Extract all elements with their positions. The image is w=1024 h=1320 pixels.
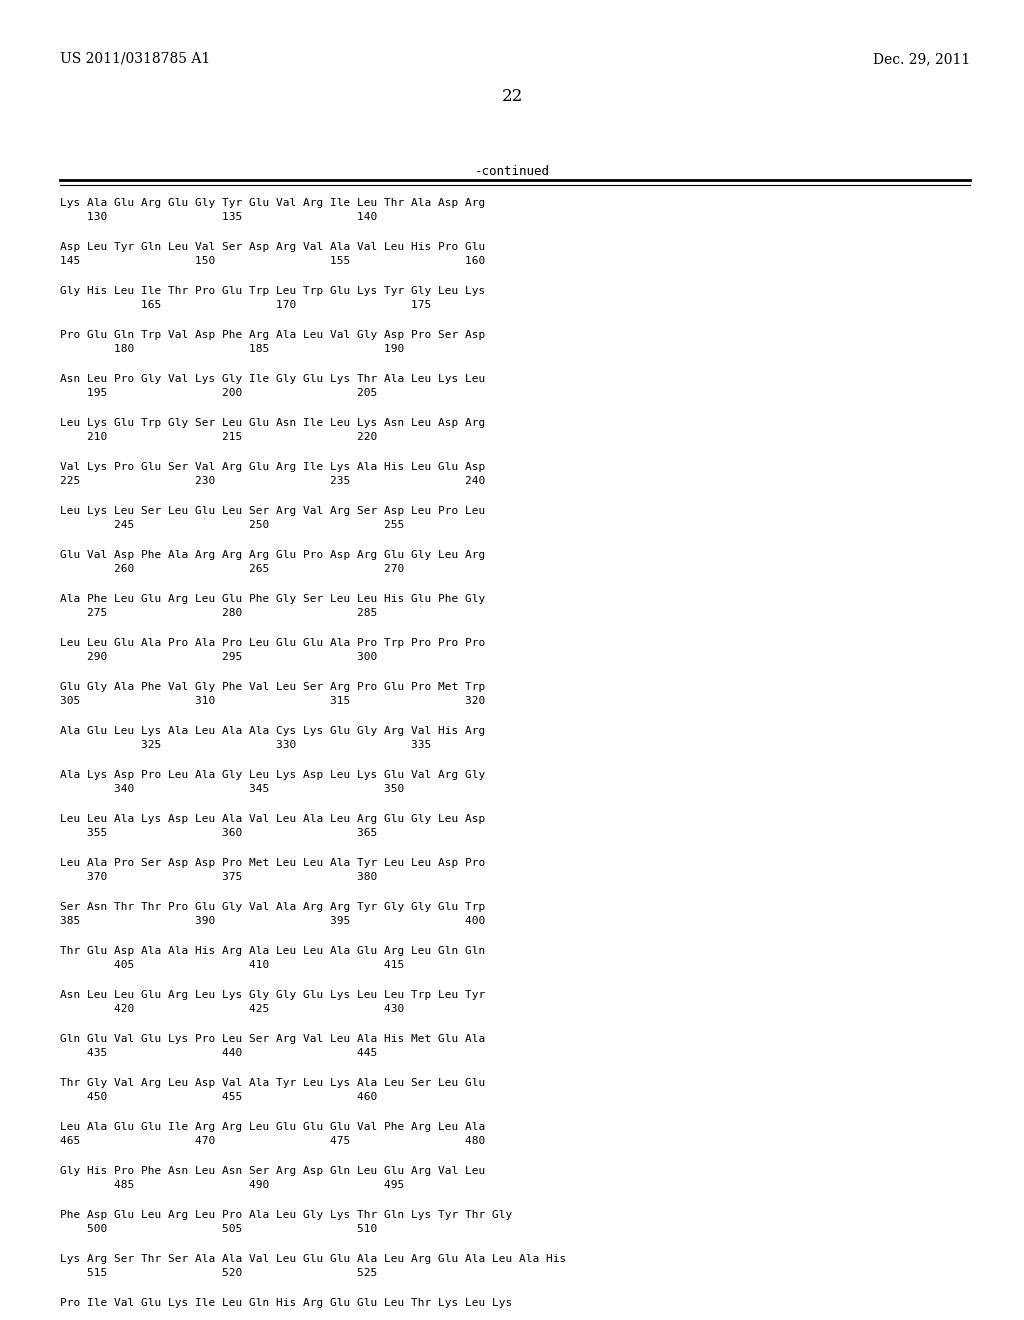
Text: 485                 490                 495: 485 490 495 [60, 1180, 404, 1191]
Text: 385                 390                 395                 400: 385 390 395 400 [60, 916, 485, 927]
Text: Leu Leu Glu Ala Pro Ala Pro Leu Glu Glu Ala Pro Trp Pro Pro Pro: Leu Leu Glu Ala Pro Ala Pro Leu Glu Glu … [60, 638, 485, 648]
Text: 145                 150                 155                 160: 145 150 155 160 [60, 256, 485, 267]
Text: 340                 345                 350: 340 345 350 [60, 784, 404, 795]
Text: 225                 230                 235                 240: 225 230 235 240 [60, 477, 485, 486]
Text: 290                 295                 300: 290 295 300 [60, 652, 377, 663]
Text: Asn Leu Pro Gly Val Lys Gly Ile Gly Glu Lys Thr Ala Leu Lys Leu: Asn Leu Pro Gly Val Lys Gly Ile Gly Glu … [60, 374, 485, 384]
Text: 405                 410                 415: 405 410 415 [60, 960, 404, 970]
Text: 355                 360                 365: 355 360 365 [60, 828, 377, 838]
Text: Phe Asp Glu Leu Arg Leu Pro Ala Leu Gly Lys Thr Gln Lys Tyr Thr Gly: Phe Asp Glu Leu Arg Leu Pro Ala Leu Gly … [60, 1210, 512, 1220]
Text: Lys Ala Glu Arg Glu Gly Tyr Glu Val Arg Ile Leu Thr Ala Asp Arg: Lys Ala Glu Arg Glu Gly Tyr Glu Val Arg … [60, 198, 485, 209]
Text: 325                 330                 335: 325 330 335 [60, 741, 431, 750]
Text: Glu Val Asp Phe Ala Arg Arg Arg Glu Pro Asp Arg Glu Gly Leu Arg: Glu Val Asp Phe Ala Arg Arg Arg Glu Pro … [60, 550, 485, 560]
Text: Leu Lys Leu Ser Leu Glu Leu Ser Arg Val Arg Ser Asp Leu Pro Leu: Leu Lys Leu Ser Leu Glu Leu Ser Arg Val … [60, 506, 485, 516]
Text: Pro Glu Gln Trp Val Asp Phe Arg Ala Leu Val Gly Asp Pro Ser Asp: Pro Glu Gln Trp Val Asp Phe Arg Ala Leu … [60, 330, 485, 341]
Text: Thr Gly Val Arg Leu Asp Val Ala Tyr Leu Lys Ala Leu Ser Leu Glu: Thr Gly Val Arg Leu Asp Val Ala Tyr Leu … [60, 1078, 485, 1088]
Text: Thr Glu Asp Ala Ala His Arg Ala Leu Leu Ala Glu Arg Leu Gln Gln: Thr Glu Asp Ala Ala His Arg Ala Leu Leu … [60, 946, 485, 956]
Text: 500                 505                 510: 500 505 510 [60, 1224, 377, 1234]
Text: Gln Glu Val Glu Lys Pro Leu Ser Arg Val Leu Ala His Met Glu Ala: Gln Glu Val Glu Lys Pro Leu Ser Arg Val … [60, 1034, 485, 1044]
Text: Glu Gly Ala Phe Val Gly Phe Val Leu Ser Arg Pro Glu Pro Met Trp: Glu Gly Ala Phe Val Gly Phe Val Leu Ser … [60, 682, 485, 692]
Text: Leu Ala Pro Ser Asp Asp Pro Met Leu Leu Ala Tyr Leu Leu Asp Pro: Leu Ala Pro Ser Asp Asp Pro Met Leu Leu … [60, 858, 485, 869]
Text: Ala Phe Leu Glu Arg Leu Glu Phe Gly Ser Leu Leu His Glu Phe Gly: Ala Phe Leu Glu Arg Leu Glu Phe Gly Ser … [60, 594, 485, 605]
Text: Val Lys Pro Glu Ser Val Arg Glu Arg Ile Lys Ala His Leu Glu Asp: Val Lys Pro Glu Ser Val Arg Glu Arg Ile … [60, 462, 485, 473]
Text: Lys Arg Ser Thr Ser Ala Ala Val Leu Glu Glu Ala Leu Arg Glu Ala Leu Ala His: Lys Arg Ser Thr Ser Ala Ala Val Leu Glu … [60, 1254, 566, 1265]
Text: Leu Leu Ala Lys Asp Leu Ala Val Leu Ala Leu Arg Glu Gly Leu Asp: Leu Leu Ala Lys Asp Leu Ala Val Leu Ala … [60, 814, 485, 824]
Text: 450                 455                 460: 450 455 460 [60, 1092, 377, 1102]
Text: Gly His Leu Ile Thr Pro Glu Trp Leu Trp Glu Lys Tyr Gly Leu Lys: Gly His Leu Ile Thr Pro Glu Trp Leu Trp … [60, 286, 485, 296]
Text: 180                 185                 190: 180 185 190 [60, 345, 404, 354]
Text: 420                 425                 430: 420 425 430 [60, 1005, 404, 1014]
Text: 435                 440                 445: 435 440 445 [60, 1048, 377, 1059]
Text: 245                 250                 255: 245 250 255 [60, 520, 404, 531]
Text: Asn Leu Leu Glu Arg Leu Lys Gly Gly Glu Lys Leu Leu Trp Leu Tyr: Asn Leu Leu Glu Arg Leu Lys Gly Gly Glu … [60, 990, 485, 1001]
Text: Pro Ile Val Glu Lys Ile Leu Gln His Arg Glu Glu Leu Thr Lys Leu Lys: Pro Ile Val Glu Lys Ile Leu Gln His Arg … [60, 1298, 512, 1308]
Text: Leu Ala Glu Glu Ile Arg Arg Leu Glu Glu Glu Val Phe Arg Leu Ala: Leu Ala Glu Glu Ile Arg Arg Leu Glu Glu … [60, 1122, 485, 1133]
Text: 210                 215                 220: 210 215 220 [60, 432, 377, 442]
Text: -continued: -continued [474, 165, 550, 178]
Text: Dec. 29, 2011: Dec. 29, 2011 [872, 51, 970, 66]
Text: Ser Asn Thr Thr Pro Glu Gly Val Ala Arg Arg Tyr Gly Gly Glu Trp: Ser Asn Thr Thr Pro Glu Gly Val Ala Arg … [60, 902, 485, 912]
Text: Gly His Pro Phe Asn Leu Asn Ser Arg Asp Gln Leu Glu Arg Val Leu: Gly His Pro Phe Asn Leu Asn Ser Arg Asp … [60, 1166, 485, 1176]
Text: Ala Glu Leu Lys Ala Leu Ala Ala Cys Lys Glu Gly Arg Val His Arg: Ala Glu Leu Lys Ala Leu Ala Ala Cys Lys … [60, 726, 485, 737]
Text: 165                 170                 175: 165 170 175 [60, 300, 431, 310]
Text: Asp Leu Tyr Gln Leu Val Ser Asp Arg Val Ala Val Leu His Pro Glu: Asp Leu Tyr Gln Leu Val Ser Asp Arg Val … [60, 242, 485, 252]
Text: 275                 280                 285: 275 280 285 [60, 609, 377, 618]
Text: 305                 310                 315                 320: 305 310 315 320 [60, 696, 485, 706]
Text: 130                 135                 140: 130 135 140 [60, 213, 377, 222]
Text: US 2011/0318785 A1: US 2011/0318785 A1 [60, 51, 210, 66]
Text: 22: 22 [502, 88, 522, 106]
Text: 515                 520                 525: 515 520 525 [60, 1269, 377, 1278]
Text: Leu Lys Glu Trp Gly Ser Leu Glu Asn Ile Leu Lys Asn Leu Asp Arg: Leu Lys Glu Trp Gly Ser Leu Glu Asn Ile … [60, 418, 485, 428]
Text: 195                 200                 205: 195 200 205 [60, 388, 377, 399]
Text: Ala Lys Asp Pro Leu Ala Gly Leu Lys Asp Leu Lys Glu Val Arg Gly: Ala Lys Asp Pro Leu Ala Gly Leu Lys Asp … [60, 770, 485, 780]
Text: 370                 375                 380: 370 375 380 [60, 873, 377, 882]
Text: 260                 265                 270: 260 265 270 [60, 564, 404, 574]
Text: 465                 470                 475                 480: 465 470 475 480 [60, 1137, 485, 1146]
